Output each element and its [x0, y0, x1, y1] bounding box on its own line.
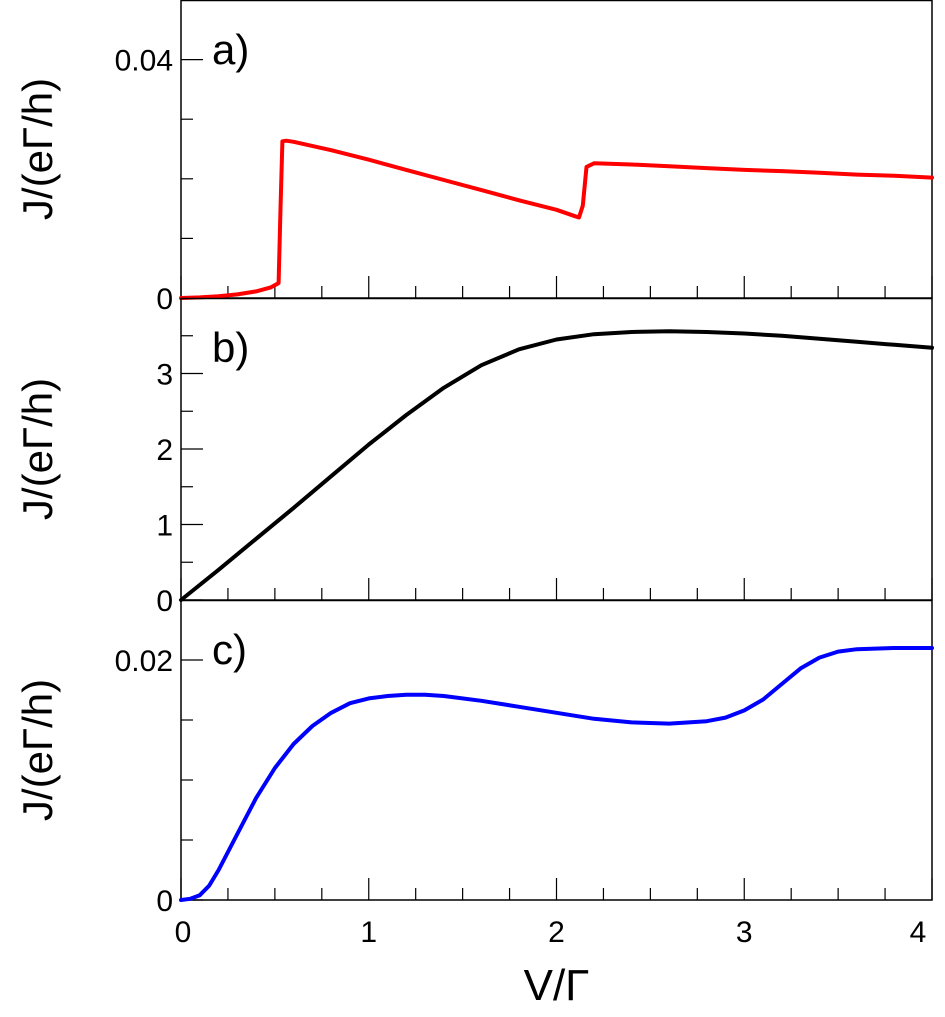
y-tick-label: 0	[156, 885, 173, 918]
series-line-a	[179, 138, 934, 300]
x-tick-label: 0	[175, 916, 192, 949]
panel-label: c)	[212, 626, 247, 673]
y-axis-label: J/(eΓ/h)	[14, 78, 61, 220]
x-tick-label: 2	[548, 916, 565, 949]
plot-frame	[180, 297, 933, 601]
y-axis-label: J/(eΓ/h)	[14, 378, 61, 520]
series-line-c	[179, 646, 934, 902]
x-tick-label: 4	[910, 916, 927, 949]
panel-c: 0 0.02 0 1 2 3 4 c) J/(eΓ/h)	[14, 599, 934, 949]
x-tick-label: 3	[736, 916, 753, 949]
y-tick-label: 0.02	[115, 645, 173, 678]
series-line-b	[179, 329, 934, 602]
panel-b: 0 1 2 3 b) J/(eΓ/h)	[14, 297, 934, 618]
y-tick-label: 2	[156, 434, 173, 467]
y-tick-label: 3	[156, 359, 173, 392]
panel-a: 0 0.04 a) J/(eΓ/h)	[14, 0, 934, 316]
x-axis-label: V/Γ	[524, 961, 590, 1010]
y-axis-label: J/(eΓ/h)	[14, 679, 61, 821]
y-tick-label: 1	[156, 510, 173, 543]
panel-label: b)	[212, 324, 249, 371]
y-tick-label: 0	[156, 283, 173, 316]
panel-label: a)	[212, 26, 249, 73]
plot-frame	[180, 0, 933, 299]
y-tick-label: 0.04	[115, 45, 173, 78]
plot-frame	[180, 599, 933, 901]
x-tick-label: 1	[360, 916, 377, 949]
y-tick-label: 0	[156, 585, 173, 618]
